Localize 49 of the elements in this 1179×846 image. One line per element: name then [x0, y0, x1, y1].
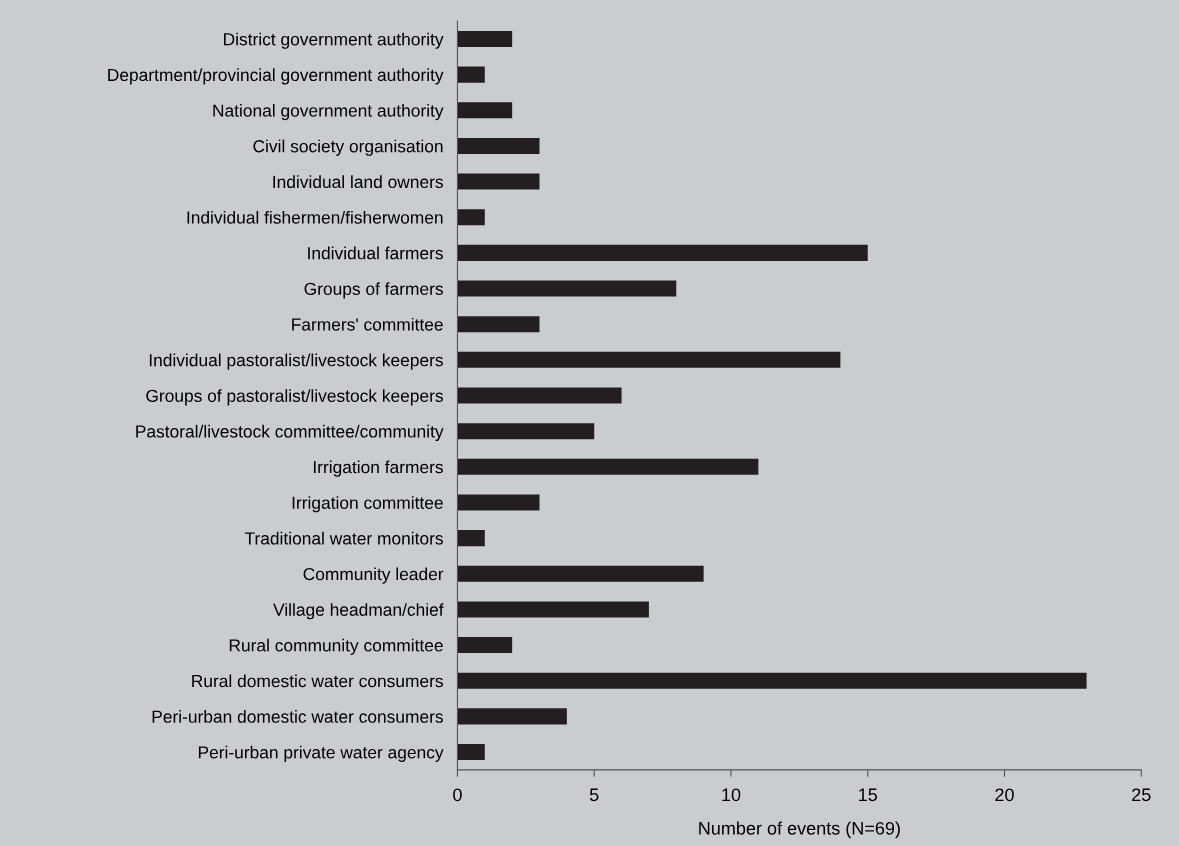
y-tick-label: Village headman/chief [273, 603, 444, 620]
y-tick-label: Peri-urban private water agency [198, 745, 444, 762]
y-tick-label: Peri-urban domestic water consumers [152, 710, 443, 723]
x-tick-label: 15 [859, 788, 878, 802]
bar [457, 209, 485, 226]
bar [457, 137, 540, 154]
y-tick-label: Irrigation committee [292, 496, 443, 513]
y-tick-label: Groups of farmers [304, 282, 443, 299]
x-axis-title: Number of events (N=69) [699, 821, 900, 839]
y-tick-label: District government authority [224, 32, 444, 49]
y-tick-label: Individual fishermen/fisherwomen [187, 210, 443, 224]
y-tick-label: National government authority [213, 103, 444, 121]
bar [457, 423, 595, 440]
x-tick-label: 25 [1132, 788, 1151, 802]
y-tick-label: Individual farmers [308, 246, 443, 260]
x-tick-label: 0 [453, 788, 462, 802]
bar [457, 30, 513, 47]
x-tick-label: 20 [995, 788, 1014, 802]
y-tick-label: Rural community committee [229, 638, 443, 655]
bar [457, 102, 513, 119]
bar [457, 672, 1087, 689]
bar [457, 458, 759, 475]
bar [457, 316, 540, 333]
bar [457, 744, 485, 761]
y-tick-label: Department/provincial government authority [108, 68, 444, 85]
y-tick-label: Irrigation farmers [313, 460, 443, 477]
x-tick-label: 5 [589, 788, 599, 802]
y-tick-label: Civil society organisation [253, 139, 443, 156]
bar [457, 387, 622, 404]
x-tick-label: 10 [722, 788, 741, 802]
y-tick-label: Groups of pastoralist/livestock keepers [146, 389, 443, 406]
bar [457, 66, 485, 83]
bar [457, 708, 567, 725]
bar [457, 530, 485, 547]
y-tick-label: Community leader [303, 567, 444, 584]
bar [457, 280, 677, 297]
bar [457, 601, 649, 618]
bar [457, 351, 841, 368]
y-tick-label: Pastoral/livestock committee/community [136, 424, 444, 442]
bar [457, 173, 540, 190]
y-tick-label: Rural domestic water consumers [192, 674, 443, 688]
y-tick-label: Individual land owners [273, 175, 443, 189]
bar [457, 565, 704, 582]
bar [457, 244, 868, 261]
y-tick-label: Individual pastoralist/livestock keepers [149, 353, 443, 370]
bar [457, 637, 513, 654]
bar [457, 494, 540, 511]
y-tick-label: Farmers' committee [292, 317, 443, 331]
y-tick-label: Traditional water monitors [244, 531, 443, 545]
